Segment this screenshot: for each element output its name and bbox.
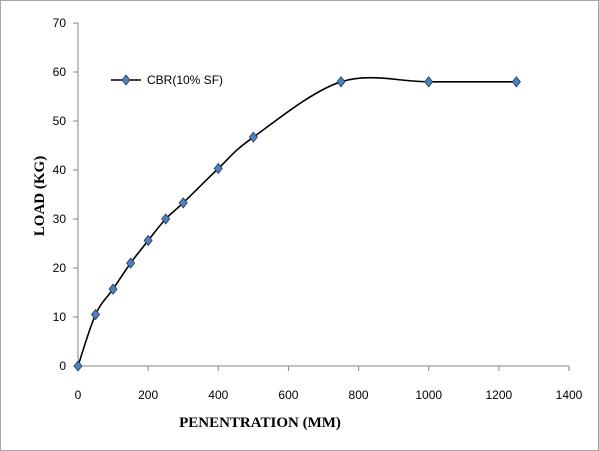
y-tick-label: 70 bbox=[53, 16, 67, 30]
series-line bbox=[77, 76, 517, 367]
x-tick-label: 1200 bbox=[486, 388, 513, 402]
data-point-marker bbox=[248, 131, 258, 143]
y-tick-label: 0 bbox=[59, 359, 66, 373]
x-tick-label: 1400 bbox=[556, 388, 583, 402]
y-tick-label: 60 bbox=[53, 65, 67, 79]
data-point-marker bbox=[336, 76, 346, 88]
y-tick-label: 30 bbox=[53, 212, 67, 226]
axes bbox=[73, 22, 570, 371]
x-tick-label: 200 bbox=[138, 388, 158, 402]
data-point-marker bbox=[424, 76, 434, 88]
data-point-marker bbox=[213, 162, 223, 175]
x-tick-label: 0 bbox=[75, 388, 82, 402]
series-layer bbox=[73, 76, 521, 372]
y-tick-labels: 0 10 20 30 40 50 60 70 bbox=[53, 16, 67, 373]
y-axis-title: LOAD (KG) bbox=[32, 156, 48, 236]
y-tick-label: 20 bbox=[53, 261, 67, 275]
x-tick-label: 600 bbox=[278, 388, 298, 402]
y-tick-label: 50 bbox=[53, 114, 67, 128]
data-point-marker bbox=[126, 257, 136, 269]
data-point-marker bbox=[73, 360, 83, 372]
data-point-marker bbox=[161, 213, 171, 225]
data-point-marker bbox=[108, 283, 118, 295]
data-point-marker bbox=[178, 197, 188, 209]
x-tick-label: 800 bbox=[349, 388, 369, 402]
y-tick-label: 40 bbox=[53, 163, 67, 177]
legend: CBR(10% SF) bbox=[111, 73, 223, 87]
x-tick-labels: 0 200 400 600 800 1000 1200 1400 bbox=[75, 388, 583, 402]
x-axis-title: PENENTRATION (MM) bbox=[179, 415, 341, 431]
x-tick-label: 400 bbox=[208, 388, 228, 402]
legend-marker bbox=[121, 74, 131, 86]
x-tick-label: 1000 bbox=[415, 388, 442, 402]
data-point-marker bbox=[511, 76, 521, 88]
data-point-marker bbox=[143, 234, 153, 247]
data-point-marker bbox=[91, 308, 101, 321]
legend-label: CBR(10% SF) bbox=[147, 73, 223, 87]
y-tick-label: 10 bbox=[53, 310, 67, 324]
